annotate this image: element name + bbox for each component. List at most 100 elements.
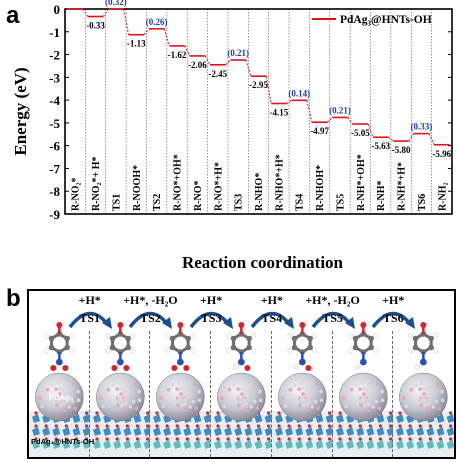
- reaction-arrow-icon: [371, 311, 416, 329]
- structure-render: [332, 322, 394, 457]
- transition-state-label: TS5: [322, 311, 343, 325]
- x-tick-label: R-NH*: [376, 180, 387, 211]
- connector: [388, 136, 394, 142]
- barrier-label: (0.33): [411, 122, 433, 132]
- intermediate-structure: [89, 291, 151, 457]
- step-reagent-label: +H*, -H₂O: [305, 293, 360, 307]
- y-tick-label: -5: [49, 116, 60, 131]
- connector: [102, 8, 109, 17]
- x-tick-label: R-NHOH*: [315, 165, 326, 211]
- barrier-label: (0.14): [288, 88, 310, 98]
- structure-render: [271, 322, 333, 457]
- intermediate-structure: [211, 291, 272, 457]
- connector: [123, 9, 130, 35]
- energy-value-label: -2.95: [249, 80, 268, 90]
- connector: [143, 28, 150, 36]
- step-reagent-label: +H*: [260, 293, 283, 307]
- x-tick-label: TS3: [234, 194, 245, 211]
- series-layer: [67, 8, 450, 146]
- y-tick-label: -7: [49, 161, 60, 176]
- energy-profile-chart: 0 -1 -2 -3 -4 -5 -6 -7 -8 -9 Energy (eV) Reaction c…: [11, 0, 453, 272]
- panel-b-label: b: [6, 285, 21, 312]
- y-tick-label: -2: [49, 48, 60, 63]
- intermediate-structure: [271, 291, 333, 457]
- connector: [306, 100, 313, 123]
- structures-frame: +H* TS1 +H*, -H₂O TS2 +H* TS3 +H* TS4 +H*, -H₂O T…: [27, 289, 456, 459]
- energy-value-label: -4.97: [310, 126, 329, 136]
- energy-value-label: -1.62: [168, 50, 187, 60]
- connector: [367, 123, 374, 138]
- energy-value-label: -0.33: [86, 21, 105, 31]
- intermediate-structure: [393, 291, 454, 457]
- barrier-label: (0.21): [329, 105, 351, 115]
- structure-divider: [392, 331, 394, 457]
- structure-render: [211, 322, 272, 457]
- connector: [265, 76, 272, 104]
- connector: [82, 8, 89, 17]
- x-tick-label: R-NOOH*: [132, 165, 143, 211]
- intermediate-structure: [29, 291, 90, 457]
- energy-value-label: -5.96: [432, 149, 451, 159]
- particle-tag: PdAg₃: [49, 393, 74, 402]
- connector: [184, 45, 191, 57]
- reaction-arrow-icon: [250, 311, 294, 329]
- x-tick-label: R-NH*+OH*: [356, 154, 367, 211]
- reaction-arrow-icon: [311, 311, 355, 329]
- structure-render: [150, 322, 212, 457]
- connector: [347, 117, 354, 125]
- transition-state-label: TS2: [140, 311, 161, 325]
- transition-state-label: TS3: [200, 311, 222, 325]
- energy-value-label: -1.13: [127, 39, 146, 49]
- barrier-label: (0.26): [146, 17, 168, 27]
- x-tick-label: R-NO*: [193, 180, 204, 211]
- y-tick-label: -6: [49, 139, 60, 154]
- energy-value-label: -4.15: [269, 108, 288, 118]
- x-tick-label: TS2: [152, 194, 163, 211]
- step-reagent-label: +H*: [382, 293, 405, 307]
- x-tick-label: TS1: [111, 194, 122, 211]
- intermediate-structure: [150, 291, 212, 457]
- axes-layer: 0 -1 -2 -3 -4 -5 -6 -7 -8 -9 Energy (eV) Reaction c…: [11, 2, 453, 272]
- reaction-arrow-icon: [189, 311, 234, 329]
- reaction-arrow-icon: [129, 311, 173, 329]
- x-tick-label: TS4: [295, 194, 306, 211]
- y-tick-label: -3: [49, 70, 60, 85]
- grid-layer: [85, 9, 432, 214]
- structure-divider: [331, 331, 333, 457]
- step-reagent-label: +H*, -H₂O: [123, 293, 178, 307]
- energy-value-label: -5.05: [351, 128, 370, 138]
- legend: PdAg₃@HNTs-OH: [312, 14, 432, 26]
- x-axis-title: Reaction coordination: [182, 253, 344, 272]
- x-tick-label: R-NHO*: [254, 173, 265, 211]
- transition-state-label: TS4: [261, 311, 283, 325]
- y-tick-label: -9: [49, 207, 60, 222]
- step-reagent-label: +H*: [200, 293, 223, 307]
- panel-b: b +H* TS1 +H*, -H₂O TS2 +H* TS3 +H* TS4 +H*, -H₂…: [0, 285, 459, 462]
- x-tick-label: R-NH₂: [437, 182, 448, 211]
- value-labels-layer: -0.33 -1.13 -1.62-2.06-2.45 -2.95 -4.15 -4.97…: [86, 0, 452, 159]
- transition-state-label: TS6: [382, 311, 404, 325]
- energy-value-label: -2.45: [208, 69, 227, 79]
- y-tick-label: -1: [49, 25, 60, 40]
- y-tick-label: -4: [49, 93, 60, 108]
- connector: [225, 59, 231, 66]
- barrier-label: (0.32): [105, 0, 127, 7]
- connector: [163, 28, 170, 47]
- y-axis-title: Energy (eV): [11, 67, 30, 155]
- x-tick-label: R-NO*+OH*: [173, 154, 184, 211]
- energy-value-label: -5.80: [392, 145, 411, 155]
- structure-divider: [210, 331, 212, 457]
- step-reagent-label: +H*: [78, 293, 101, 307]
- connector: [326, 117, 333, 123]
- structure-divider: [149, 331, 151, 457]
- structure-render: [89, 322, 151, 457]
- reaction-arrow-icon: [68, 311, 112, 329]
- panel-a-label: a: [6, 2, 20, 29]
- connector: [286, 99, 292, 104]
- transition-state-label: TS1: [79, 311, 101, 325]
- connector: [408, 133, 415, 142]
- structure-render: [29, 322, 90, 457]
- y-tick-label: -8: [49, 184, 60, 199]
- x-tick-label: R-NO₂*: [71, 177, 82, 211]
- connector: [245, 59, 252, 77]
